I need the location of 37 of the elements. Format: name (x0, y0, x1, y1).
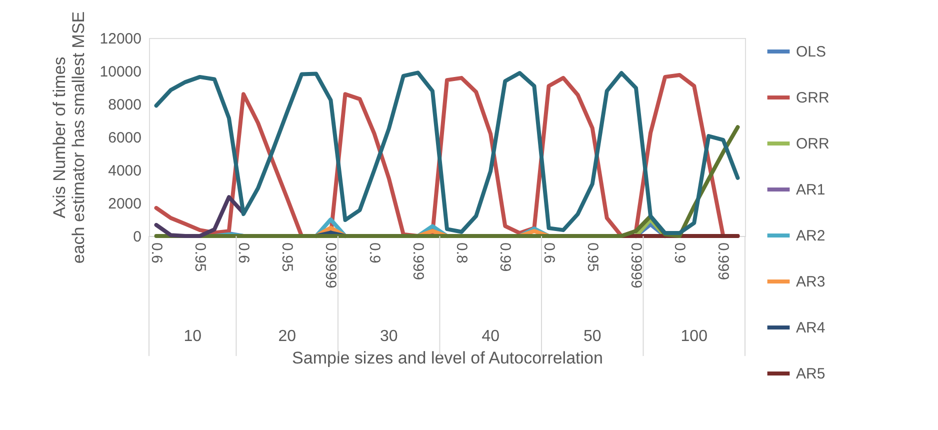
y-tick-label: 8000 (108, 96, 142, 114)
legend-label: AR5 (796, 366, 826, 382)
legend-label: AR3 (796, 274, 826, 290)
legend-label: ORR (796, 136, 830, 152)
x-tick-label: 0.6 (234, 242, 252, 264)
legend-label: AR1 (796, 182, 826, 198)
text: 50 (583, 328, 602, 345)
y-tick-label: 0 (133, 228, 142, 246)
text: 40 (482, 328, 500, 345)
x-tick-label: 0.9 (671, 242, 688, 264)
x-tick-label: 0.95 (191, 242, 208, 272)
x-tick-label: 0.9999 (322, 242, 340, 288)
legend-label: GRR (796, 90, 830, 106)
legend-label: OLS (796, 44, 826, 60)
y-tick-label: 12000 (100, 30, 142, 48)
x-tick-label: 0.99 (496, 242, 514, 272)
x-tick-label: 0.999 (409, 242, 426, 280)
x-tick-label: 0.95 (278, 242, 296, 272)
x-tick-label: 0.95 (584, 242, 601, 272)
text: 100 (680, 328, 708, 345)
y-tick-label: 4000 (108, 162, 142, 180)
text: 20 (278, 328, 296, 345)
y-axis-title: Axis Number of times each estimator has smallest MSE (50, 11, 88, 264)
legend-label: AR2 (796, 228, 826, 244)
x-tick-label: 0.6 (148, 242, 165, 264)
y-tick-label: 6000 (108, 130, 142, 146)
x-tick-label: 0.9999 (627, 242, 644, 288)
x-tick-label: 0.8 (453, 242, 470, 264)
y-tick-label: 2000 (108, 196, 142, 212)
x-axis-title: Sample sizes and level of Autocorrelation (292, 348, 603, 368)
text: 30 (380, 328, 398, 345)
y-tick-label: 10000 (100, 64, 142, 80)
x-tick-label: 0.9 (366, 242, 383, 264)
x-tick-label: 0.6 (540, 242, 558, 264)
legend-label: AR4 (796, 320, 826, 336)
x-tick-label: 0.999 (714, 242, 732, 280)
text: 10 (184, 328, 202, 345)
